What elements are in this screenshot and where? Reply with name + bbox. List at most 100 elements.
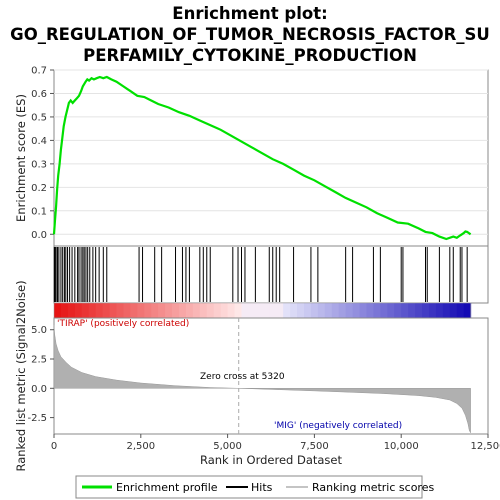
color-bar-segment [144, 303, 152, 318]
positive-correlation-label: 'TIRAP' (positively correlated) [57, 319, 189, 329]
color-bar-segment [102, 303, 111, 318]
metric-area [53, 324, 471, 434]
color-bar-segment [192, 303, 201, 318]
color-bar-segment [255, 303, 263, 318]
color-bar-segment [422, 303, 430, 318]
color-bar-segment [394, 303, 402, 318]
color-bar-segment [241, 303, 249, 318]
color-bar-segment [158, 303, 166, 318]
color-bar-segment [463, 303, 472, 318]
color-bar-segment [234, 303, 242, 318]
color-bar-segment [60, 303, 69, 318]
title-line-2: GO_REGULATION_OF_TUMOR_NECROSIS_FACTOR_S… [10, 25, 490, 44]
color-bar-segment [109, 303, 117, 318]
color-bar-segment [123, 303, 131, 318]
color-bar-segment [206, 303, 215, 318]
metric-y-ticks: 5.0 2.5 0.0 -2.5 [27, 325, 54, 424]
hit-markers [53, 247, 468, 302]
color-bar-segment [373, 303, 381, 318]
x-tick-label: 7,500 [300, 441, 329, 452]
metric-y-axis-label: Ranked list metric (Signal2Noise) [14, 280, 28, 471]
color-bar-segment [88, 303, 97, 318]
legend-hits-label: Hits [251, 481, 273, 494]
metric-panel-frame [53, 317, 489, 435]
hits-panel-frame [53, 245, 489, 304]
color-bar-segment [303, 303, 312, 318]
color-bar-segment [380, 303, 388, 318]
x-tick-label: 12,500 [471, 441, 500, 452]
color-bar-segment [54, 303, 62, 318]
es-gridlines [54, 69, 488, 235]
es-y-tick-label: 0.0 [31, 230, 47, 241]
color-bar-segment [178, 303, 187, 318]
color-bar-segment [185, 303, 194, 318]
color-bar-segment [387, 303, 395, 318]
negative-correlation-label: 'MIG' (negatively correlated) [274, 421, 402, 431]
color-bar-segment [428, 303, 437, 318]
color-bar-segment [331, 303, 340, 318]
color-bar-segment [283, 303, 291, 318]
color-bar-segment [338, 303, 347, 318]
metric-y-tick-label: -2.5 [27, 413, 47, 424]
color-bar-segment [345, 303, 354, 318]
title-line-1: Enrichment plot: [172, 4, 327, 23]
es-y-ticks: 0.0 0.1 0.2 0.3 0.4 0.5 0.6 0.7 [31, 66, 54, 241]
color-bar-segment [442, 303, 451, 318]
es-y-tick-label: 0.7 [31, 66, 47, 77]
x-ticks: 0 2,500 5,000 7,500 10,000 12,500 [51, 434, 500, 452]
metric-y-tick-label: 5.0 [31, 325, 47, 336]
color-bar-segment [199, 303, 208, 318]
color-bar-segment [310, 303, 319, 318]
color-bar-segment [456, 303, 465, 318]
es-y-tick-label: 0.4 [31, 136, 47, 147]
color-bar-segment [213, 303, 222, 318]
legend-box [75, 475, 423, 499]
color-bar-segment [415, 303, 423, 318]
title-line-3: PERFAMILY_CYTOKINE_PRODUCTION [83, 46, 417, 65]
color-bar-segment [137, 303, 145, 318]
es-y-tick-label: 0.1 [31, 206, 47, 217]
legend-enrichment-profile-label: Enrichment profile [116, 481, 218, 494]
x-tick-label: 2,500 [126, 441, 155, 452]
rank-color-bar [53, 302, 472, 319]
color-bar-segment [81, 303, 90, 318]
metric-y-tick-label: 0.0 [31, 384, 47, 395]
es-y-axis-label: Enrichment score (ES) [14, 94, 28, 222]
metric-y-tick-label: 2.5 [31, 355, 47, 366]
x-tick-label: 0 [51, 441, 57, 452]
color-bar-segment [401, 303, 409, 318]
color-bar-segment [95, 303, 104, 318]
color-bar-segment [172, 303, 180, 318]
legend-ranking-metric-label: Ranking metric scores [312, 481, 434, 494]
color-bar-segment [151, 303, 159, 318]
color-bar-segment [317, 303, 326, 318]
color-bar-segment [67, 303, 76, 318]
color-bar-segment [165, 303, 173, 318]
color-bar-segment [324, 303, 333, 318]
x-axis-label: Rank in Ordered Dataset [200, 453, 343, 467]
color-bar-segment [408, 303, 416, 318]
color-bar-segment [74, 303, 83, 318]
es-y-tick-label: 0.6 [31, 89, 47, 100]
color-bar-segment [449, 303, 458, 318]
color-bar-segment [220, 303, 229, 318]
color-bar-segment [262, 303, 270, 318]
color-bar-segment [297, 303, 305, 318]
color-bar-segment [435, 303, 444, 318]
ranking-metric-area [53, 324, 471, 434]
x-tick-label: 5,000 [213, 441, 242, 452]
x-tick-label: 10,000 [384, 441, 419, 452]
es-y-tick-label: 0.3 [31, 159, 47, 170]
color-bar-segment [130, 303, 138, 318]
color-bar-segment [227, 303, 236, 318]
color-bar-segment [366, 303, 374, 318]
es-y-tick-label: 0.5 [31, 112, 47, 123]
color-bar-segment [248, 303, 256, 318]
color-bar-segment [352, 303, 361, 318]
zero-cross-label: Zero cross at 5320 [200, 372, 285, 382]
color-bar-segment [290, 303, 298, 318]
color-bar-segment [269, 303, 277, 318]
enrichment-profile-line [52, 75, 472, 241]
color-bar-segment [359, 303, 367, 318]
